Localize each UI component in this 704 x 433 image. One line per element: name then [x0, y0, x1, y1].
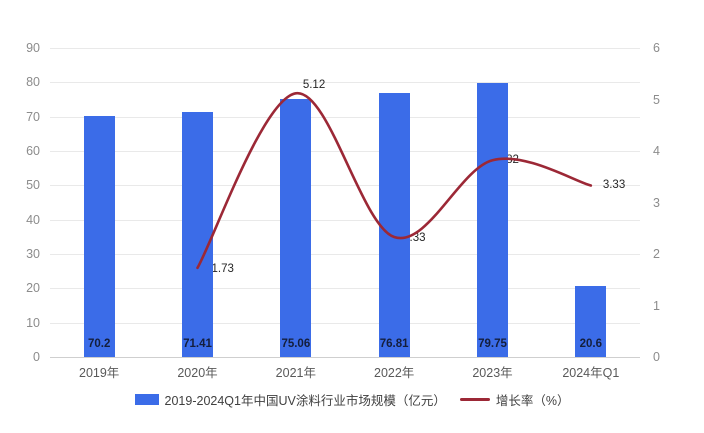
gridline [50, 116, 640, 118]
x-axis-category-label: 2021年 [275, 366, 316, 380]
legend: 2019-2024Q1年中国UV涂料行业市场规模（亿元） 增长率（%） [0, 390, 704, 409]
left-axis-tick: 60 [26, 144, 40, 158]
bar-value-label: 71.41 [183, 338, 212, 350]
gridline [50, 185, 640, 187]
legend-item-growth-rate: 增长率（%） [459, 390, 570, 409]
right-axis-tick: 3 [653, 195, 660, 210]
x-axis-category-label: 2023年 [472, 366, 513, 380]
left-axis-tick: 40 [26, 212, 40, 227]
gridline [50, 82, 640, 84]
x-axis-category-label: 2022年 [374, 366, 415, 380]
left-axis-tick: 50 [26, 178, 40, 193]
x-axis-category-label: 2019年 [79, 366, 120, 380]
bar-value-label: 75.06 [281, 338, 311, 350]
gridline [50, 219, 640, 221]
line-value-label: 3.82 [496, 154, 519, 167]
gridline [50, 322, 640, 324]
line-value-label: 5.12 [302, 79, 326, 92]
right-axis-tick: 1 [653, 298, 660, 313]
left-axis-tick: 20 [26, 281, 40, 296]
left-axis-tick: 80 [26, 75, 40, 90]
right-axis-tick: 0 [653, 350, 660, 364]
bar-2024年Q1 [575, 286, 607, 357]
left-axis-tick: 30 [26, 247, 40, 261]
gridline [50, 254, 640, 255]
bar-value-label: 79.75 [478, 338, 507, 350]
left-axis-tick: 70 [26, 109, 40, 124]
growth-rate-line [196, 92, 593, 270]
bar-2019年 [83, 115, 115, 357]
bar-2022年 [378, 93, 410, 357]
legend-item-market-size: 2019-2024Q1年中国UV涂料行业市场规模（亿元） [134, 390, 446, 409]
right-axis-tick: 6 [653, 41, 660, 55]
legend-label-market-size: 2019-2024Q1年中国UV涂料行业市场规模（亿元） [164, 394, 446, 408]
line-value-label: 2.33 [403, 232, 426, 244]
gridline [50, 151, 640, 152]
bar-2023年 [477, 83, 508, 357]
right-axis-tick: 4 [653, 144, 660, 158]
x-axis-category-label: 2024年Q1 [562, 366, 620, 380]
gridline [50, 357, 640, 358]
x-axis-category-label: 2020年 [177, 366, 218, 380]
right-axis-tick: 5 [653, 92, 660, 107]
line-value-label: 1.73 [211, 262, 234, 275]
bar-value-label: 70.2 [87, 338, 111, 350]
left-axis-tick: 0 [33, 350, 40, 364]
bar-2020年 [182, 111, 213, 357]
bar-2021年 [280, 99, 312, 357]
left-axis-tick: 90 [26, 41, 40, 55]
gridline [50, 288, 640, 290]
gridline [50, 48, 640, 49]
legend-label-growth-rate: 增长率（%） [495, 394, 570, 408]
bar-value-label: 76.81 [379, 338, 409, 350]
bar-series-swatch-icon [134, 394, 159, 405]
left-axis-tick: 10 [26, 315, 40, 330]
right-axis-tick: 2 [653, 247, 660, 261]
line-value-label: 3.33 [602, 178, 626, 191]
bar-value-label: 20.6 [579, 338, 603, 350]
line-series-swatch-icon [459, 398, 490, 401]
